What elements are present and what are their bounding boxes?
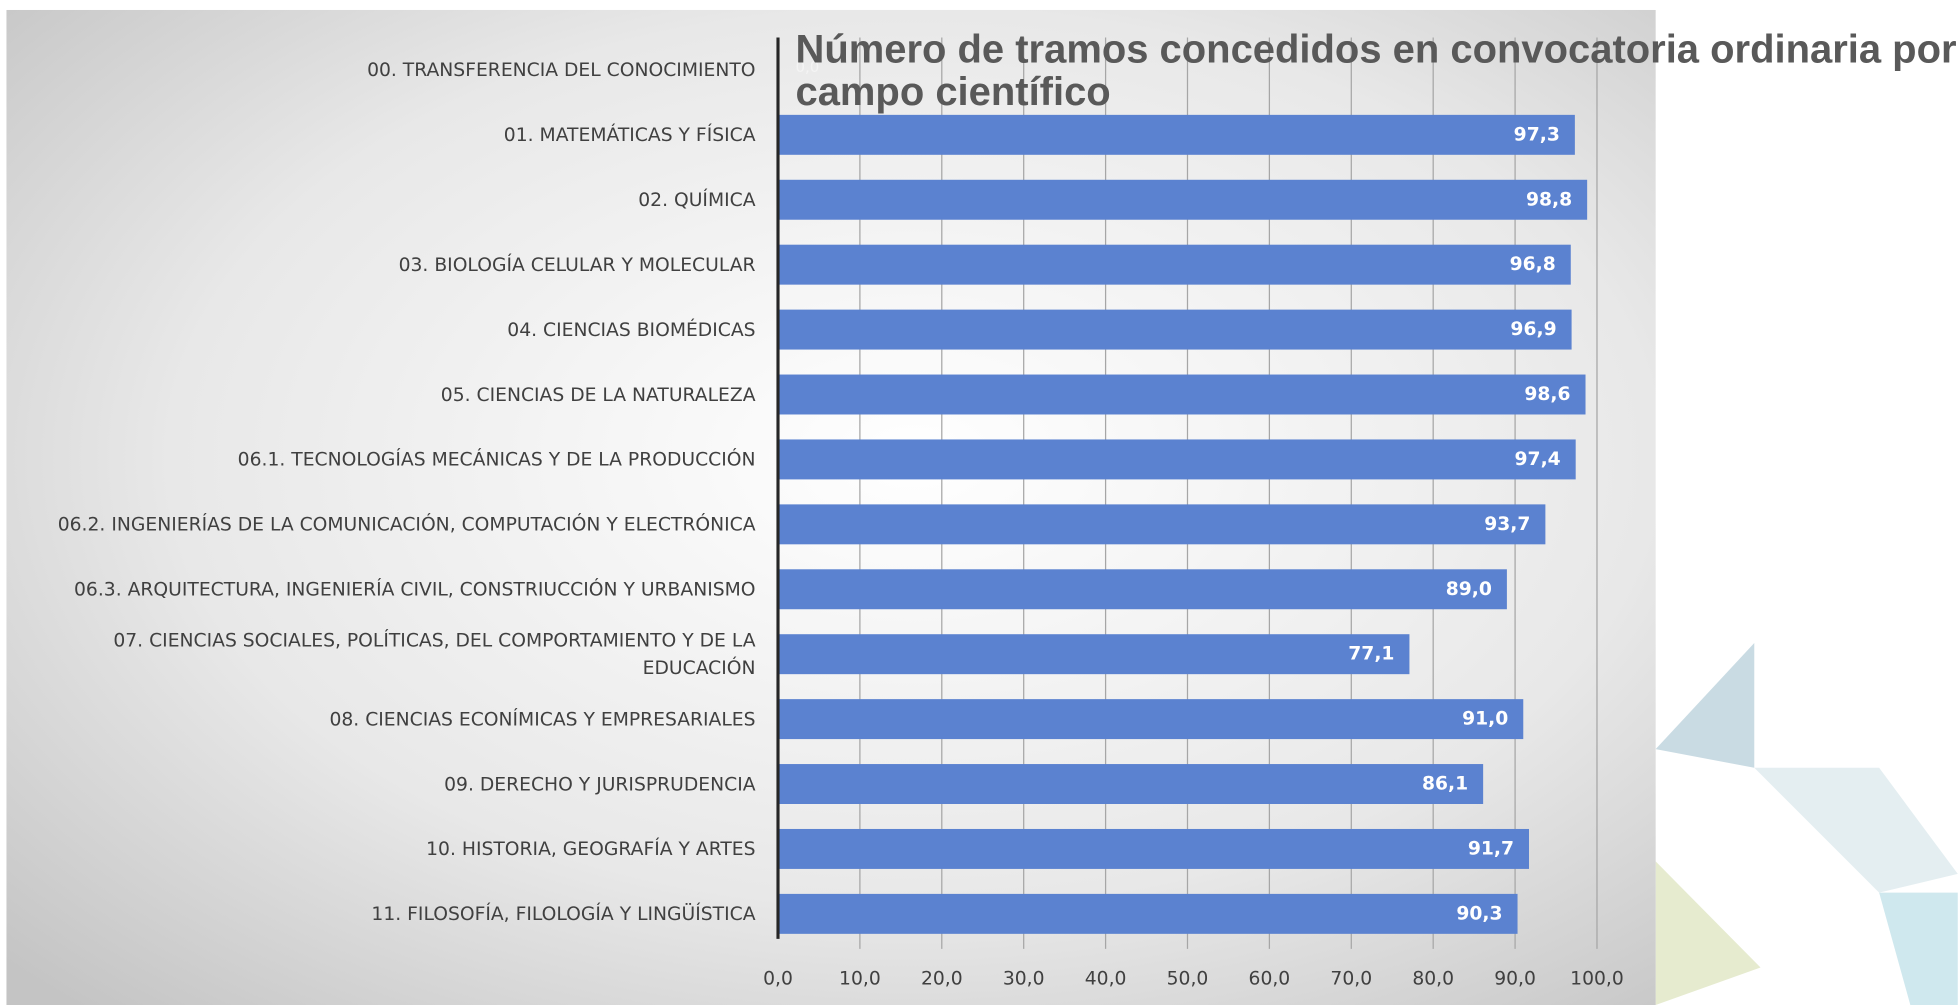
data-label: 97,4	[1515, 449, 1561, 470]
bar	[778, 504, 1546, 545]
x-tick-label: 40,0	[1085, 968, 1127, 989]
y-tick-label: 11. FILOSOFÍA, FILOLOGÍA Y LINGÜÍSTICA	[371, 902, 756, 926]
y-tick-label-box: 03. BIOLOGÍA CELULAR Y MOLECULAR	[6, 232, 756, 297]
data-label: 93,7	[1484, 514, 1530, 535]
data-label: 89,0	[1446, 579, 1492, 600]
bar	[778, 764, 1484, 804]
decor	[1655, 861, 1761, 1005]
y-tick-label: 07. CIENCIAS SOCIALES, POLÍTICAS, DEL CO…	[113, 629, 756, 680]
bar	[778, 828, 1530, 869]
x-tick-label: 70,0	[1330, 968, 1372, 989]
category-box: 02. QUÍMICA	[6, 167, 755, 232]
data-label: 98,8	[1526, 189, 1572, 210]
data-label: 96,8	[1510, 254, 1556, 275]
data-label: 97,3	[1514, 124, 1560, 145]
x-tick-label: 90,0	[1494, 968, 1536, 989]
y-tick-label: 01. MATEMÁTICAS Y FÍSICA	[503, 123, 756, 147]
bar	[778, 309, 1572, 350]
category-box: 06.2. INGENIERÍAS DE LA COMUNICACIÓN, CO…	[6, 492, 756, 557]
bar	[778, 374, 1586, 415]
y-tick-label: 10. HISTORIA, GEOGRAFÍA Y ARTES	[426, 837, 756, 861]
bar	[778, 699, 1524, 740]
data-label: 86,1	[1422, 774, 1468, 795]
x-tick-label: 30,0	[1003, 968, 1045, 989]
y-tick-label-box: 06.1. TECNOLOGÍAS MECÁNICAS Y DE LA PROD…	[6, 427, 756, 492]
y-tick-label: 03. BIOLOGÍA CELULAR Y MOLECULAR	[398, 253, 756, 276]
x-tick-label: 50,0	[1167, 968, 1209, 989]
category-box: 10. HISTORIA, GEOGRAFÍA Y ARTES	[6, 816, 755, 881]
y-tick-label-box: 08. CIENCIAS ECONÍMICAS Y EMPRESARIALES	[6, 687, 755, 752]
data-label: 91,7	[1468, 838, 1514, 859]
y-tick-label: 08. CIENCIAS ECONÍMICAS Y EMPRESARIALES	[329, 707, 756, 731]
y-tick-label-box: 11. FILOSOFÍA, FILOLOGÍA Y LINGÜÍSTICA	[6, 881, 755, 946]
x-tick-label: 80,0	[1412, 968, 1454, 989]
bar	[778, 634, 1410, 675]
category-box: 08. CIENCIAS ECONÍMICAS Y EMPRESARIALES	[6, 687, 755, 752]
category-box: 00. TRANSFERENCIA DEL CONOCIMIENTO	[6, 37, 755, 102]
category-box: 04. CIENCIAS BIOMÉDICAS	[6, 297, 755, 362]
y-tick-label: 06.1. TECNOLOGÍAS MECÁNICAS Y DE LA PROD…	[237, 448, 756, 471]
data-label: 90,3	[1456, 903, 1502, 924]
decor	[1655, 642, 1755, 768]
chart-title: Número de tramos concedidos en convocato…	[795, 27, 1957, 114]
decor	[1879, 892, 1958, 1005]
data-label: 98,6	[1524, 384, 1570, 405]
data-label: 91,0	[1462, 709, 1508, 730]
y-tick-label-box: 09. DERECHO Y JURISPRUDENCIA	[6, 752, 755, 817]
data-label: 96,9	[1510, 319, 1556, 340]
category-box: 01. MATEMÁTICAS Y FÍSICA	[6, 102, 756, 167]
data-label: 77,1	[1348, 644, 1394, 665]
y-tick-label-box: 02. QUÍMICA	[6, 167, 755, 232]
bar	[778, 893, 1518, 934]
bar	[778, 569, 1507, 610]
category-box: 03. BIOLOGÍA CELULAR Y MOLECULAR	[6, 232, 756, 297]
y-tick-label-box: 05. CIENCIAS DE LA NATURALEZA	[6, 362, 756, 427]
y-tick-label-box: 06.2. INGENIERÍAS DE LA COMUNICACIÓN, CO…	[6, 492, 756, 557]
category-box: 11. FILOSOFÍA, FILOLOGÍA Y LINGÜÍSTICA	[6, 881, 755, 946]
bar	[778, 244, 1571, 285]
category-box: 06.1. TECNOLOGÍAS MECÁNICAS Y DE LA PROD…	[6, 427, 756, 492]
title-box: Número de tramos concedidos en convocato…	[795, 27, 1957, 114]
category-box: 07. CIENCIAS SOCIALES, POLÍTICAS, DEL CO…	[6, 622, 755, 687]
data-label: 0,0	[795, 58, 819, 76]
y-tick-label: 04. CIENCIAS BIOMÉDICAS	[507, 318, 756, 341]
decor	[1754, 767, 1958, 893]
y-tick-label-box: 00. TRANSFERENCIA DEL CONOCIMIENTO	[6, 37, 755, 102]
y-tick-label: 05. CIENCIAS DE LA NATURALEZA	[440, 383, 756, 406]
category-box: 06.3. ARQUITECTURA, INGENIERÍA CIVIL, CO…	[6, 557, 756, 622]
x-tick-label: 60,0	[1249, 968, 1291, 989]
x-tick-label: 10,0	[839, 968, 881, 989]
y-tick-label-box: 07. CIENCIAS SOCIALES, POLÍTICAS, DEL CO…	[6, 622, 755, 687]
y-tick-label-box: 06.3. ARQUITECTURA, INGENIERÍA CIVIL, CO…	[6, 557, 756, 622]
bar	[778, 114, 1575, 155]
y-tick-label: 09. DERECHO Y JURISPRUDENCIA	[444, 772, 756, 796]
y-tick-label: 00. TRANSFERENCIA DEL CONOCIMIENTO	[367, 58, 756, 82]
x-tick-label: 100,0	[1570, 968, 1624, 989]
bar	[778, 439, 1576, 480]
category-box: 09. DERECHO Y JURISPRUDENCIA	[6, 752, 755, 817]
category-box: 05. CIENCIAS DE LA NATURALEZA	[6, 362, 756, 427]
y-tick-label-box: 04. CIENCIAS BIOMÉDICAS	[6, 297, 755, 362]
x-tick-label: 20,0	[921, 968, 963, 989]
y-tick-label-box: 10. HISTORIA, GEOGRAFÍA Y ARTES	[6, 816, 755, 881]
y-tick-label: 06.3. ARQUITECTURA, INGENIERÍA CIVIL, CO…	[74, 578, 756, 601]
x-tick-label: 0,0	[763, 968, 793, 989]
y-tick-label: 06.2. INGENIERÍAS DE LA COMUNICACIÓN, CO…	[57, 513, 756, 536]
y-tick-label: 02. QUÍMICA	[638, 188, 756, 211]
y-tick-label-box: 01. MATEMÁTICAS Y FÍSICA	[6, 102, 756, 167]
bar	[778, 179, 1588, 220]
